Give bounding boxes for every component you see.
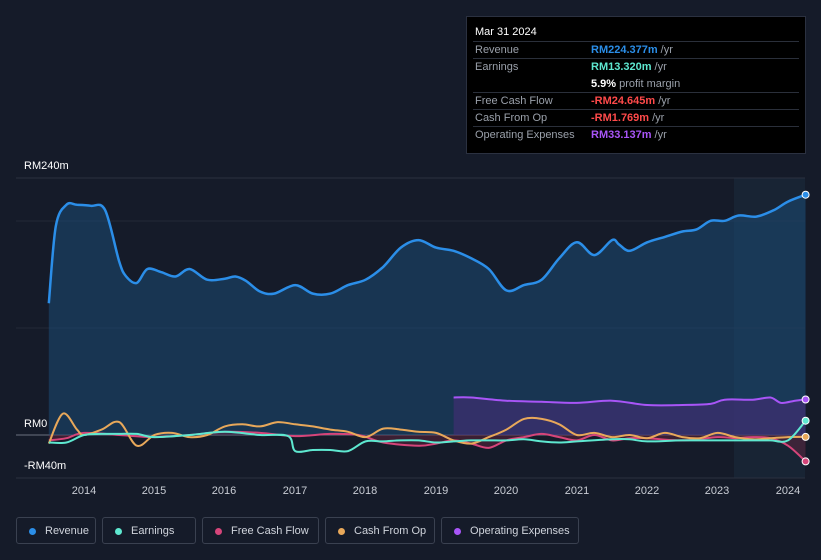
x-tick-label: 2021 bbox=[564, 485, 590, 497]
x-tick-label: 2014 bbox=[71, 485, 97, 497]
x-tick-label: 2018 bbox=[352, 485, 378, 497]
legend-dot-icon bbox=[29, 528, 36, 535]
tooltip-row-operating-expenses: Operating Expenses RM33.137m/yr bbox=[473, 126, 799, 144]
tooltip-label: Free Cash Flow bbox=[475, 95, 553, 107]
tooltip-value-text: -RM24.645m bbox=[591, 95, 656, 107]
operating-expenses-line bbox=[453, 396, 806, 407]
tooltip-value: RM13.320m/yr bbox=[591, 61, 667, 73]
tooltip-value: -RM1.769m/yr bbox=[591, 112, 664, 124]
legend-dot-icon bbox=[215, 528, 222, 535]
x-tick-label: 2020 bbox=[493, 485, 519, 497]
legend-label: Cash From Op bbox=[354, 525, 427, 537]
tooltip-row-free-cash-flow: Free Cash Flow -RM24.645m/yr bbox=[473, 92, 799, 110]
legend-dot-icon bbox=[338, 528, 345, 535]
tooltip-value: RM224.377m/yr bbox=[591, 44, 673, 56]
tooltip-date: Mar 31 2024 bbox=[475, 26, 537, 38]
tooltip-row-margin: 5.9% profit margin bbox=[473, 75, 799, 93]
x-tick-label: 2019 bbox=[423, 485, 449, 497]
tooltip-label: Operating Expenses bbox=[475, 129, 575, 141]
y-axis-zero-label: RM0 bbox=[24, 418, 48, 430]
revenue-area bbox=[48, 194, 806, 435]
revenue-line bbox=[47, 193, 807, 304]
x-tick-label: 2024 bbox=[775, 485, 801, 497]
x-tick-label: 2023 bbox=[704, 485, 730, 497]
x-tick-label: 2015 bbox=[141, 485, 167, 497]
tooltip-unit: /yr bbox=[658, 95, 671, 107]
tooltip: Mar 31 2024 Revenue RM224.377m/yr Earnin… bbox=[466, 16, 806, 154]
tooltip-value-text: -RM1.769m bbox=[591, 112, 650, 124]
legend-label: Revenue bbox=[45, 525, 90, 537]
tooltip-label: Cash From Op bbox=[475, 112, 548, 124]
tooltip-unit: profit margin bbox=[619, 78, 681, 90]
tooltip-value-text: RM224.377m bbox=[591, 44, 658, 56]
legend-item-free-cash-flow[interactable]: Free Cash Flow bbox=[202, 517, 319, 544]
earnings-line bbox=[48, 420, 807, 453]
legend-item-revenue[interactable]: Revenue bbox=[16, 517, 96, 544]
tooltip-value-text: 5.9% bbox=[591, 78, 617, 90]
legend-label: Earnings bbox=[131, 525, 175, 537]
y-axis-bottom-label: -RM40m bbox=[24, 460, 67, 472]
tooltip-value: RM33.137m/yr bbox=[591, 129, 667, 141]
tooltip-row-cash-from-op: Cash From Op -RM1.769m/yr bbox=[473, 109, 799, 127]
tooltip-value: -RM24.645m/yr bbox=[591, 95, 670, 107]
tooltip-label: Revenue bbox=[475, 44, 520, 56]
x-tick-label: 2022 bbox=[634, 485, 660, 497]
y-axis-top-label: RM240m bbox=[24, 160, 69, 172]
free-cash-flow-end-marker[interactable] bbox=[801, 457, 810, 466]
tooltip-unit: /yr bbox=[654, 61, 667, 73]
legend-item-operating-expenses[interactable]: Operating Expenses bbox=[441, 517, 579, 544]
legend-label: Operating Expenses bbox=[470, 525, 570, 537]
tooltip-value: 5.9% profit margin bbox=[591, 78, 680, 90]
x-tick-label: 2017 bbox=[282, 485, 308, 497]
legend-item-earnings[interactable]: Earnings bbox=[102, 517, 196, 544]
legend-label: Free Cash Flow bbox=[231, 525, 309, 537]
operating-expenses-end-marker[interactable] bbox=[801, 395, 810, 404]
legend-item-cash-from-op[interactable]: Cash From Op bbox=[325, 517, 435, 544]
tooltip-unit: /yr bbox=[652, 112, 665, 124]
legend-dot-icon bbox=[454, 528, 461, 535]
tooltip-label: Earnings bbox=[475, 61, 519, 73]
tooltip-unit: /yr bbox=[654, 129, 667, 141]
operating-expenses-area bbox=[453, 397, 806, 435]
tooltip-value-text: RM33.137m bbox=[591, 129, 652, 141]
revenue-end-marker[interactable] bbox=[801, 190, 810, 199]
tooltip-value-text: RM13.320m bbox=[591, 61, 652, 73]
x-tick-label: 2016 bbox=[211, 485, 237, 497]
cash-from-op-line bbox=[47, 412, 806, 447]
tooltip-row-earnings: Earnings RM13.320m/yr bbox=[473, 58, 799, 76]
tooltip-row-revenue: Revenue RM224.377m/yr bbox=[473, 41, 799, 59]
tooltip-unit: /yr bbox=[660, 44, 673, 56]
cash-from-op-end-marker[interactable] bbox=[801, 432, 810, 441]
legend-dot-icon bbox=[115, 528, 122, 535]
earnings-end-marker[interactable] bbox=[801, 416, 810, 425]
